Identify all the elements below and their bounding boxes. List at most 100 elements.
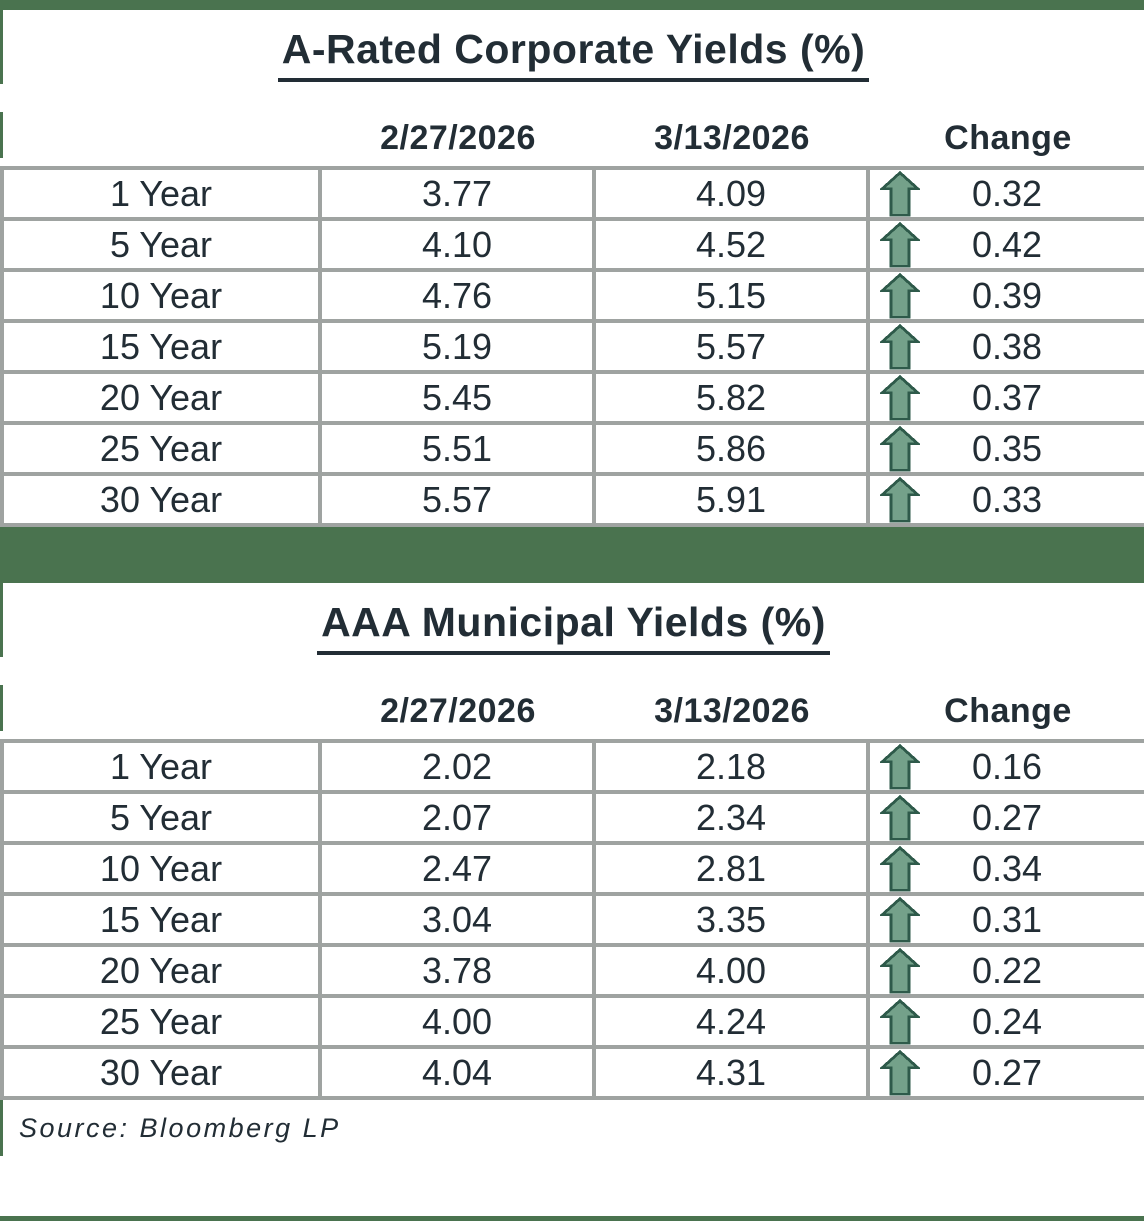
- source-row: Source: Bloomberg LP: [0, 1100, 1144, 1156]
- prev-yield-cell: 4.00: [318, 994, 596, 1049]
- up-arrow-icon: [878, 896, 922, 943]
- table-title: A-Rated Corporate Yields (%): [277, 26, 870, 82]
- curr-yield-cell: 5.91: [592, 472, 870, 527]
- prev-yield-cell: 4.76: [318, 268, 596, 323]
- curr-yield-cell: 4.24: [592, 994, 870, 1049]
- change-cell: 0.27: [866, 790, 1144, 845]
- change-cell: 0.24: [866, 994, 1144, 1049]
- maturity-label-cell: 25 Year: [0, 994, 322, 1049]
- table-row: 1 Year 2.02 2.18 0.16: [0, 739, 1144, 794]
- table-row: 20 Year 3.78 4.00 0.22: [0, 943, 1144, 998]
- maturity-label-cell: 10 Year: [0, 841, 322, 896]
- column-header-date-1: 2/27/2026: [380, 119, 536, 157]
- table-row: 25 Year 4.00 4.24 0.24: [0, 994, 1144, 1049]
- column-header-change: Change: [944, 119, 1072, 157]
- change-value: 0.16: [971, 745, 1043, 787]
- table-row: 30 Year 5.57 5.91 0.33: [0, 472, 1144, 527]
- table-row: 10 Year 4.76 5.15 0.39: [0, 268, 1144, 323]
- maturity-label-cell: 20 Year: [0, 943, 322, 998]
- maturity-label-cell: 25 Year: [0, 421, 322, 476]
- up-arrow-icon: [878, 947, 922, 994]
- prev-yield-cell: 3.04: [318, 892, 596, 947]
- prev-yield-cell: 5.51: [318, 421, 596, 476]
- change-cell: 0.31: [866, 892, 1144, 947]
- table-row: 10 Year 2.47 2.81 0.34: [0, 841, 1144, 896]
- change-cell: 0.42: [866, 217, 1144, 272]
- table-row: 25 Year 5.51 5.86 0.35: [0, 421, 1144, 476]
- prev-yield-cell: 4.10: [318, 217, 596, 272]
- prev-yield-cell: 2.07: [318, 790, 596, 845]
- curr-yield-cell: 4.09: [592, 166, 870, 221]
- curr-yield-cell: 2.18: [592, 739, 870, 794]
- up-arrow-icon: [878, 170, 922, 217]
- table-row: 1 Year 3.77 4.09 0.32: [0, 166, 1144, 221]
- maturity-label-cell: 1 Year: [0, 739, 322, 794]
- maturity-label-cell: 20 Year: [0, 370, 322, 425]
- change-value: 0.33: [971, 478, 1043, 520]
- change-cell: 0.35: [866, 421, 1144, 476]
- change-value: 0.37: [971, 376, 1043, 418]
- column-header-date-2: 3/13/2026: [654, 119, 810, 157]
- up-arrow-icon: [878, 794, 922, 841]
- up-arrow-icon: [878, 221, 922, 268]
- table-row: 20 Year 5.45 5.82 0.37: [0, 370, 1144, 425]
- table-row: 15 Year 3.04 3.35 0.31: [0, 892, 1144, 947]
- change-value: 0.42: [971, 223, 1043, 265]
- prev-yield-cell: 5.57: [318, 472, 596, 527]
- change-cell: 0.32: [866, 166, 1144, 221]
- curr-yield-cell: 2.34: [592, 790, 870, 845]
- maturity-label-cell: 30 Year: [0, 472, 322, 527]
- change-cell: 0.38: [866, 319, 1144, 374]
- up-arrow-icon: [878, 323, 922, 370]
- change-value: 0.27: [971, 796, 1043, 838]
- change-cell: 0.39: [866, 268, 1144, 323]
- change-value: 0.32: [971, 172, 1043, 214]
- municipal-title-area: AAA Municipal Yields (%): [0, 583, 1144, 657]
- curr-yield-cell: 4.52: [592, 217, 870, 272]
- table-row: 30 Year 4.04 4.31 0.27: [0, 1045, 1144, 1100]
- change-cell: 0.22: [866, 943, 1144, 998]
- prev-yield-cell: 5.19: [318, 319, 596, 374]
- municipal-yields-section: AAA Municipal Yields (%) 2/27/2026 3/13/…: [0, 583, 1144, 1100]
- change-value: 0.34: [971, 847, 1043, 889]
- column-header-date-2: 3/13/2026: [654, 692, 810, 730]
- change-value: 0.38: [971, 325, 1043, 367]
- prev-yield-cell: 3.78: [318, 943, 596, 998]
- column-header-date-1: 2/27/2026: [380, 692, 536, 730]
- section-divider-bar: [0, 527, 1144, 583]
- municipal-yields-table: 1 Year 2.02 2.18 0.16 5 Year 2.07 2.34 0.27 10 Y…: [0, 739, 1144, 1100]
- curr-yield-cell: 3.35: [592, 892, 870, 947]
- maturity-label-cell: 15 Year: [0, 892, 322, 947]
- change-value: 0.31: [971, 898, 1043, 940]
- curr-yield-cell: 5.57: [592, 319, 870, 374]
- corporate-yields-section: A-Rated Corporate Yields (%) 2/27/2026 3…: [0, 10, 1144, 527]
- maturity-label-cell: 5 Year: [0, 790, 322, 845]
- change-cell: 0.16: [866, 739, 1144, 794]
- prev-yield-cell: 2.02: [318, 739, 596, 794]
- prev-yield-cell: 5.45: [318, 370, 596, 425]
- maturity-label-cell: 30 Year: [0, 1045, 322, 1100]
- source-attribution: Source: Bloomberg LP: [19, 1112, 341, 1143]
- maturity-label-cell: 5 Year: [0, 217, 322, 272]
- curr-yield-cell: 2.81: [592, 841, 870, 896]
- top-accent-bar: [0, 0, 1144, 10]
- up-arrow-icon: [878, 272, 922, 319]
- table-title: AAA Municipal Yields (%): [317, 599, 830, 655]
- prev-yield-cell: 3.77: [318, 166, 596, 221]
- corporate-yields-table: 1 Year 3.77 4.09 0.32 5 Year 4.10 4.52 0.42 10 Y…: [0, 166, 1144, 527]
- column-header-change: Change: [944, 692, 1072, 730]
- table-row: 5 Year 2.07 2.34 0.27: [0, 790, 1144, 845]
- maturity-label-cell: 1 Year: [0, 166, 322, 221]
- change-cell: 0.37: [866, 370, 1144, 425]
- up-arrow-icon: [878, 1049, 922, 1096]
- corporate-title-area: A-Rated Corporate Yields (%): [0, 10, 1144, 84]
- corporate-table-body: 1 Year 3.77 4.09 0.32 5 Year 4.10 4.52 0.42 10 Y…: [0, 166, 1144, 527]
- curr-yield-cell: 5.86: [592, 421, 870, 476]
- bottom-accent-bar: [0, 1216, 1144, 1221]
- table-row: 15 Year 5.19 5.57 0.38: [0, 319, 1144, 374]
- change-cell: 0.33: [866, 472, 1144, 527]
- up-arrow-icon: [878, 374, 922, 421]
- change-value: 0.24: [971, 1000, 1043, 1042]
- change-value: 0.35: [971, 427, 1043, 469]
